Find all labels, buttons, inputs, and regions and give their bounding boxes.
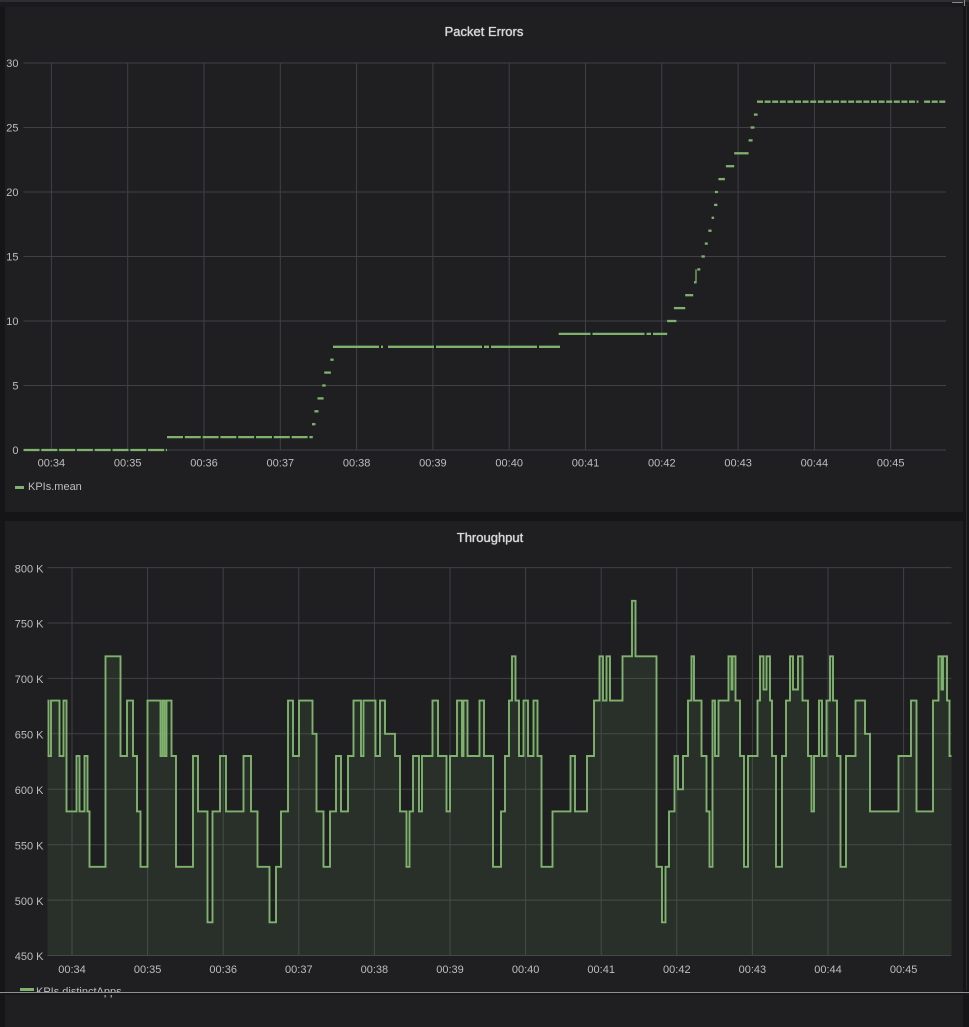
svg-text:00:42: 00:42 [663, 964, 691, 976]
svg-text:00:43: 00:43 [739, 964, 767, 976]
svg-text:00:38: 00:38 [343, 458, 371, 470]
svg-text:00:40: 00:40 [495, 458, 523, 470]
svg-text:00:36: 00:36 [209, 964, 237, 976]
svg-text:00:38: 00:38 [361, 964, 389, 976]
svg-text:600 K: 600 K [15, 785, 44, 797]
svg-text:00:35: 00:35 [134, 964, 162, 976]
svg-text:20: 20 [6, 187, 18, 199]
svg-text:00:44: 00:44 [801, 458, 829, 470]
svg-text:00:45: 00:45 [890, 964, 918, 976]
svg-text:00:40: 00:40 [512, 964, 540, 976]
svg-text:00:35: 00:35 [114, 458, 142, 470]
svg-text:00:42: 00:42 [648, 458, 676, 470]
svg-text:800 K: 800 K [15, 563, 44, 575]
svg-text:00:41: 00:41 [572, 458, 600, 470]
svg-text:550 K: 550 K [15, 840, 44, 852]
svg-text:500 K: 500 K [15, 896, 44, 908]
svg-text:00:37: 00:37 [267, 458, 295, 470]
svg-text:00:44: 00:44 [814, 964, 842, 976]
svg-text:750 K: 750 K [15, 619, 44, 631]
svg-text:10: 10 [6, 316, 18, 328]
svg-text:450 K: 450 K [15, 951, 44, 963]
svg-text:650 K: 650 K [15, 730, 44, 742]
svg-text:00:39: 00:39 [436, 964, 464, 976]
svg-text:00:43: 00:43 [724, 458, 752, 470]
svg-text:15: 15 [6, 251, 18, 263]
svg-text:00:45: 00:45 [877, 458, 905, 470]
svg-text:700 K: 700 K [15, 674, 44, 686]
svg-text:00:36: 00:36 [190, 458, 218, 470]
svg-text:5: 5 [12, 380, 18, 392]
svg-text:25: 25 [6, 122, 18, 134]
svg-text:00:39: 00:39 [419, 458, 447, 470]
svg-text:00:41: 00:41 [587, 964, 615, 976]
svg-text:0: 0 [12, 445, 18, 457]
svg-text:00:34: 00:34 [38, 458, 66, 470]
svg-text:30: 30 [6, 58, 18, 70]
svg-text:00:37: 00:37 [285, 964, 313, 976]
svg-text:00:34: 00:34 [58, 964, 86, 976]
